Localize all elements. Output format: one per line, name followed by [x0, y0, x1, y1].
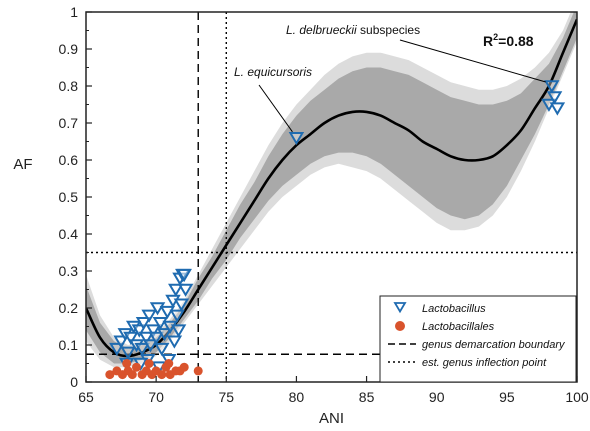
x-tick-label: 65: [78, 389, 94, 405]
lactobacillus-point: [169, 309, 185, 323]
lactobacillus-point: [138, 331, 155, 345]
lactobacillales-point: [164, 359, 174, 368]
x-tick-label: 90: [429, 389, 445, 405]
y-tick-label: 0.7: [59, 115, 79, 131]
lactobacillales-point: [105, 370, 115, 380]
legend-label: Lactobacillales: [422, 321, 495, 333]
x-tick-label: 85: [359, 389, 375, 405]
lactobacillus-point: [546, 91, 563, 105]
lactobacillus-point: [170, 324, 187, 338]
legend-item: est. genus inflection point: [388, 357, 547, 369]
lactobacillus-point: [173, 298, 190, 312]
y-tick-label: 0.1: [59, 337, 79, 353]
y-axis-title: AF: [13, 156, 32, 173]
plot-area: [86, 12, 577, 382]
lactobacillus-point: [148, 331, 164, 345]
lactobacillus-point: [176, 268, 192, 283]
lactobacillus-point: [159, 305, 176, 320]
annotations: L. equicursoris L. delbrueckii subspecie…: [234, 23, 546, 133]
lactobacillus-point: [156, 328, 173, 342]
lactobacillus-point: [177, 283, 194, 297]
legend-item: Lactobacillus: [393, 302, 486, 315]
legend-box: [379, 295, 577, 383]
legend-label: Lactobacillus: [422, 303, 486, 315]
lactobacillales-point: [179, 362, 189, 372]
lactobacillales-point: [127, 370, 137, 380]
y-tick-label: 0.6: [59, 152, 79, 168]
x-axis-title: ANI: [319, 410, 344, 427]
legend-circle-icon: [395, 321, 405, 331]
y-axis: 0 0.1 0.2 0.3 0.4 0.5 0.6 0.7 0.8 0.9 1: [59, 4, 92, 390]
lactobacillus-point: [549, 102, 566, 116]
lactobacillus-point: [123, 331, 139, 345]
y-tick-label: 0.8: [59, 78, 79, 94]
lactobacillus-point: [135, 317, 152, 331]
y-tick-label: 0.3: [59, 263, 79, 279]
y-tick-label: 0.4: [59, 226, 79, 242]
x-tick-label: 70: [148, 389, 164, 405]
legend-items: Lactobacillus Lactobacillales genus demarc…: [388, 302, 566, 369]
lactobacillus-point: [154, 342, 170, 357]
lactobacillus-point: [288, 132, 305, 146]
lactobacillales-point: [144, 359, 154, 368]
legend-item: genus demarcation boundary: [388, 339, 566, 351]
lactobacillales-point: [157, 370, 167, 380]
lactobacillus-point: [145, 324, 162, 338]
delbrueckii-label-italic: L. delbrueckii: [286, 23, 357, 37]
r-squared-prefix: R: [483, 33, 493, 49]
legend-triangle-icon: [393, 302, 407, 314]
x-tick-label: 80: [289, 389, 305, 405]
lactobacillus-point: [142, 339, 159, 353]
equicursoris-leader-line: [258, 84, 293, 133]
lactobacillus-point: [152, 317, 169, 331]
r-squared-superscript: 2: [493, 32, 498, 42]
y-tick-label: 0.5: [59, 189, 79, 205]
r-squared-value: =0.88: [498, 33, 534, 49]
lactobacillus-point: [141, 309, 157, 323]
delbrueckii-label: L. delbrueckii subspecies: [286, 23, 420, 37]
lactobacillus-point: [166, 335, 183, 349]
y-tick-label: 0: [70, 374, 78, 390]
r-squared-label: R2=0.88: [483, 32, 534, 49]
lactobacillus-point: [168, 283, 184, 297]
lactobacillales-point: [132, 362, 142, 372]
x-tick-label: 100: [565, 389, 589, 405]
legend-item: Lactobacillales: [395, 321, 495, 333]
lactobacillales-point: [193, 366, 203, 376]
data-points: [105, 80, 566, 380]
y-tick-label: 0.2: [59, 300, 79, 316]
lactobacillus-point: [544, 80, 560, 94]
delbrueckii-leader-line: [399, 39, 546, 83]
delbrueckii-label-rest: subspecies: [357, 23, 420, 37]
y-tick-label: 0.9: [59, 41, 79, 57]
lactobacillus-point: [134, 342, 150, 357]
x-tick-label: 75: [218, 389, 234, 405]
lactobacillus-point: [149, 302, 166, 316]
confidence-bands: [86, 12, 577, 368]
legend-label: est. genus inflection point: [422, 357, 547, 369]
inner-confidence-band: [86, 12, 577, 364]
y-tick-label: 1: [70, 4, 78, 20]
legend-label: genus demarcation boundary: [422, 339, 566, 351]
x-tick-label: 95: [499, 389, 515, 405]
legend: Lactobacillus Lactobacillales genus demarc…: [379, 295, 577, 383]
lactobacillus-point: [120, 346, 136, 360]
equicursoris-label: L. equicursoris: [234, 65, 312, 79]
lactobacillales-point: [122, 359, 132, 368]
